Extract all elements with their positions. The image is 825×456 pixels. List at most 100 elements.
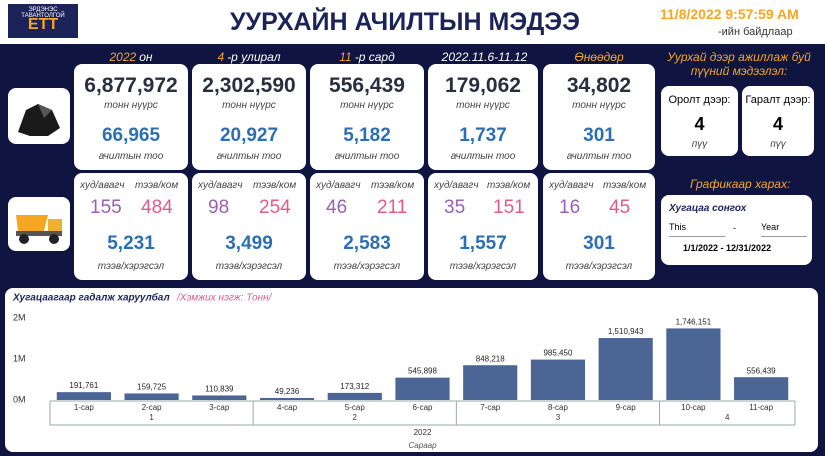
slicer-option[interactable]: Year	[761, 222, 807, 237]
trucks1-label: худ/авагч	[80, 180, 125, 191]
group-label: 2	[353, 413, 358, 422]
coal-value: 6,877,972	[84, 74, 178, 97]
graph-link[interactable]: Графикаар харах:	[690, 177, 791, 191]
trucks2-value: 151	[493, 197, 525, 218]
trucks2-value: 45	[609, 197, 631, 218]
slicer: Хугацаа сонгох This - Year 1/1/2022 - 12…	[661, 195, 812, 265]
value-label: 110,839	[205, 385, 234, 394]
loads-unit: ачилтын тоо	[566, 151, 632, 162]
group-label: 3	[556, 413, 561, 422]
coal-card: 556,439 тонн нүүрс 5,182 ачилтын тоо	[310, 64, 424, 170]
trucks1-value: 35	[444, 197, 466, 218]
loads-value: 5,182	[343, 125, 391, 146]
firm-card: Оролт дээр: 4 пүү	[661, 86, 738, 156]
trucks2-value: 211	[377, 197, 408, 218]
period-label: 2022.11.6-11.12	[428, 50, 538, 64]
firm-label: Оролт дээр:	[668, 94, 731, 106]
x-tick-label: 5-сар	[345, 403, 366, 412]
x-tick-label: 6-сар	[412, 403, 433, 412]
title: УУРХАЙН АЧИЛТЫН МЭДЭЭ	[230, 8, 580, 36]
period-highlight: 2022	[109, 50, 137, 64]
trucks2-value: 484	[141, 197, 173, 218]
logo-text: ЭРДЭНЭС ТАВАНТОЛГОЙ	[21, 7, 65, 19]
coal-value: 179,062	[445, 74, 521, 97]
trucks2-label: тээв/ком	[487, 180, 531, 191]
period-label: 11 -р сард	[310, 50, 424, 64]
value-label: 545,898	[408, 367, 437, 376]
coal-unit: тонн нүүрс	[340, 100, 394, 111]
slicer-separator: -	[733, 223, 736, 233]
coal-unit: тонн нүүрс	[104, 100, 158, 111]
x-tick-label: 11-сар	[749, 403, 773, 412]
bar	[56, 392, 111, 400]
bar	[598, 338, 653, 400]
header	[0, 0, 825, 44]
firm-label: Гаралт дээр:	[745, 94, 811, 106]
x-tick-label: 10-сар	[681, 403, 706, 412]
bar	[530, 359, 586, 400]
bar	[734, 377, 789, 400]
vehicles-unit: тээв/хэрэгсэл	[215, 261, 283, 272]
coal-unit: тонн нүүрс	[222, 100, 276, 111]
slicer-range[interactable]: 1/1/2022 - 12/31/2022	[683, 243, 772, 253]
period-rest: он	[139, 50, 153, 64]
loads-value: 20,927	[219, 125, 279, 146]
y-tick-label: 0M	[13, 394, 26, 404]
value-label: 191,761	[69, 381, 98, 390]
trucks1-value: 16	[559, 197, 581, 218]
vehicles-unit: тээв/хэрэгсэл	[333, 261, 401, 272]
value-label: 49,236	[275, 387, 300, 396]
value-label: 556,439	[747, 366, 776, 375]
datetime: 11/8/2022 9:57:59 AM	[660, 6, 799, 22]
trucks1-value: 155	[90, 197, 122, 218]
trucks2-label: тээв/ком	[603, 180, 647, 191]
vehicles-unit: тээв/хэрэгсэл	[565, 261, 633, 272]
x-tick-label: 4-сар	[277, 403, 298, 412]
chart-title: Хугацаагаар гадалж харуулбал	[12, 292, 170, 304]
logo-abbr: ЕТТ	[27, 16, 59, 33]
coal-card: 34,802 тонн нүүрс 301 ачилтын тоо	[543, 64, 655, 170]
coal-value: 34,802	[566, 74, 632, 97]
value-label: 1,510,943	[608, 327, 644, 336]
x-tick-label: 8-сар	[548, 403, 569, 412]
vehicles-unit: тээв/хэрэгсэл	[97, 261, 165, 272]
trucks1-value: 46	[326, 197, 348, 218]
trucks2-label: тээв/ком	[135, 180, 179, 191]
slicer-option[interactable]: This	[669, 222, 725, 237]
vehicles-value: 3,499	[225, 233, 273, 254]
period-label: 2022 он	[74, 50, 188, 64]
firms-title: Уурхай дээр ажиллаж буй пүүний мэдээлэл:	[667, 50, 811, 78]
loads-unit: ачилтын тоо	[216, 151, 282, 162]
coal-card: 179,062 тонн нүүрс 1,737 ачилтын тоо	[428, 64, 538, 170]
bar	[124, 393, 179, 400]
period-rest: -р улирал	[227, 50, 281, 64]
firm-value: 4	[694, 114, 705, 134]
loads-unit: ачилтын тоо	[334, 151, 400, 162]
trucks1-label: худ/авагч	[316, 180, 361, 191]
coal-value: 556,439	[329, 74, 405, 97]
chart-panel: Хугацаагаар гадалж харуулбал /Хэмжих нэг…	[5, 288, 818, 452]
x-tick-label: 9-сар	[616, 403, 637, 412]
x-tick-label: 2-сар	[142, 403, 163, 412]
bar	[463, 365, 518, 400]
vehicles-value: 1,557	[459, 233, 507, 254]
coal-unit: тонн нүүрс	[456, 100, 510, 111]
bar	[259, 397, 315, 400]
value-label: 159,725	[137, 383, 166, 392]
truck-card: худ/авагч тээв/ком 16 45 301 тээв/хэрэгсэл	[543, 173, 655, 280]
truck-card: худ/авагч тээв/ком 155 484 5,231 тээв/хэрэгсэ…	[74, 173, 188, 280]
group-label: 1	[149, 413, 154, 422]
vehicles-value: 5,231	[107, 233, 155, 254]
truck-card: худ/авагч тээв/ком 35 151 1,557 тээв/хэрэгсэл	[428, 173, 538, 280]
vehicles-unit: тээв/хэрэгсэл	[449, 261, 517, 272]
period-rest: -р сард	[354, 50, 395, 64]
bar	[666, 328, 721, 400]
coal-svg	[18, 104, 60, 136]
bar	[327, 392, 382, 400]
trucks2-label: тээв/ком	[371, 180, 415, 191]
trucks1-label: худ/авагч	[434, 180, 479, 191]
slicer-title: Хугацаа сонгох	[669, 203, 747, 214]
x-axis-title: Сараар	[408, 441, 437, 450]
firm-unit: пүү	[770, 139, 786, 150]
